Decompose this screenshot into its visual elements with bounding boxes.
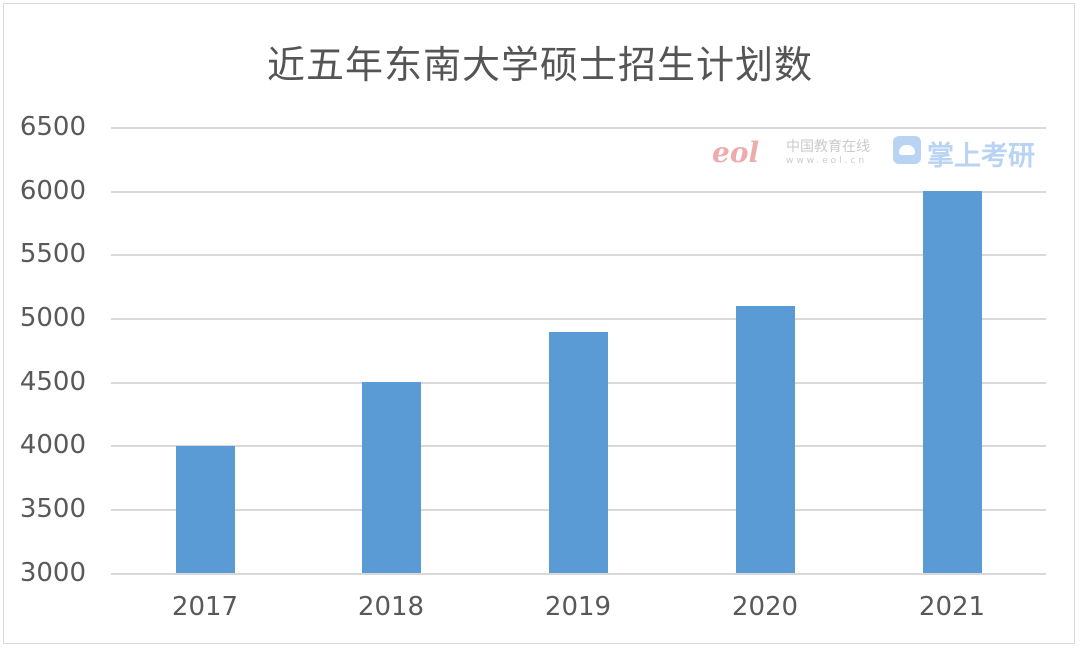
- gridline-6000: [111, 191, 1046, 193]
- x-tick-label: 2018: [357, 592, 425, 622]
- bar-2020: [736, 306, 795, 573]
- x-tick-label: 2017: [171, 592, 239, 622]
- bar-2021: [923, 191, 982, 573]
- watermark-brand-name: 掌上考研: [927, 141, 1035, 172]
- y-tick-label: 3500: [19, 494, 86, 524]
- gridline-5000: [111, 318, 1046, 320]
- gridline-5500: [111, 254, 1046, 256]
- watermark-site-name: 中国教育在线: [786, 139, 870, 155]
- x-tick-label: 2020: [731, 592, 799, 622]
- gridline-3000: [111, 573, 1046, 575]
- y-tick-label: 6500: [19, 112, 86, 142]
- plot-area: [111, 127, 1046, 575]
- eol-logo-icon: eol: [712, 136, 760, 169]
- gridline-6500: [111, 127, 1046, 129]
- y-tick-label: 4500: [19, 367, 86, 397]
- graduation-cap-icon: [893, 136, 921, 164]
- watermark-site-url: www.eol.cn: [786, 156, 868, 166]
- y-tick-label: 6000: [19, 176, 86, 206]
- y-tick-label: 5500: [19, 239, 86, 269]
- chart-title: 近五年东南大学硕士招生计划数: [266, 43, 813, 87]
- watermark: eol 中国教育在线 www.eol.cn 掌上考研: [712, 134, 1047, 172]
- x-tick-label: 2019: [544, 592, 612, 622]
- x-tick-label: 2021: [918, 592, 986, 622]
- y-tick-label: 4000: [19, 430, 86, 460]
- y-tick-label: 3000: [19, 558, 86, 588]
- bar-2018: [362, 382, 421, 573]
- bar-2019: [549, 332, 608, 573]
- bar-2017: [176, 446, 235, 573]
- y-tick-label: 5000: [19, 303, 86, 333]
